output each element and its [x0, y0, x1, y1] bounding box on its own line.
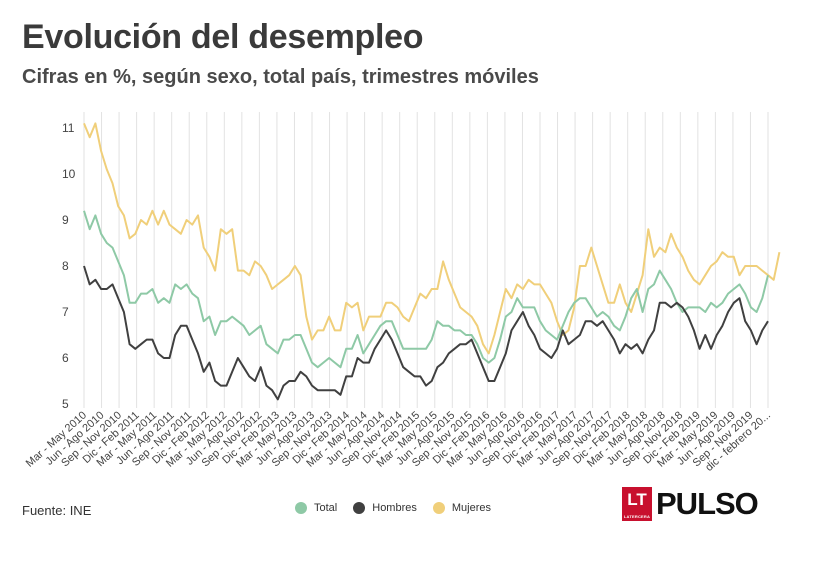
- legend-label-total: Total: [314, 502, 338, 514]
- pulso-wordmark: PULSO: [656, 486, 759, 521]
- legend-item-total: Total: [295, 502, 337, 514]
- legend-label-hombres: Hombres: [372, 502, 417, 514]
- legend-item-mujeres: Mujeres: [432, 502, 491, 514]
- y-tick-label: 11: [62, 121, 75, 135]
- chart-subtitle: Cifras en %, según sexo, total país, tri…: [22, 66, 539, 88]
- legend-swatch-total: [295, 502, 307, 514]
- legend-label-mujeres: Mujeres: [451, 502, 491, 514]
- y-tick-label: 5: [62, 397, 69, 411]
- y-tick-label: 9: [62, 213, 69, 227]
- la-tercera-badge: LT LATERCERA: [622, 487, 652, 521]
- legend-item-hombres: Hombres: [353, 502, 417, 514]
- y-tick-label: 6: [62, 351, 69, 365]
- pulso-logo: LT LATERCERA PULSO: [622, 486, 759, 521]
- y-tick-label: 10: [62, 167, 76, 181]
- la-tercera-badge-text: LT: [627, 490, 647, 509]
- y-axis: 5 6 7 8 9 10 11: [62, 121, 76, 411]
- chart-title: Evolución del desempleo: [22, 18, 424, 56]
- source-note: Fuente: INE: [22, 503, 92, 518]
- y-tick-label: 7: [62, 305, 69, 319]
- series-line-hombres: [83, 265, 769, 401]
- y-tick-label: 8: [62, 259, 69, 273]
- series-line-mujeres: [83, 122, 781, 355]
- series-line-total: [83, 210, 769, 369]
- series-lines: [83, 122, 781, 401]
- legend-swatch-mujeres: [432, 502, 445, 514]
- legend: Total Hombres Mujeres: [295, 502, 491, 514]
- vertical-grid: [83, 112, 769, 408]
- la-tercera-badge-small: LATERCERA: [623, 514, 651, 519]
- legend-swatch-hombres: [353, 502, 366, 514]
